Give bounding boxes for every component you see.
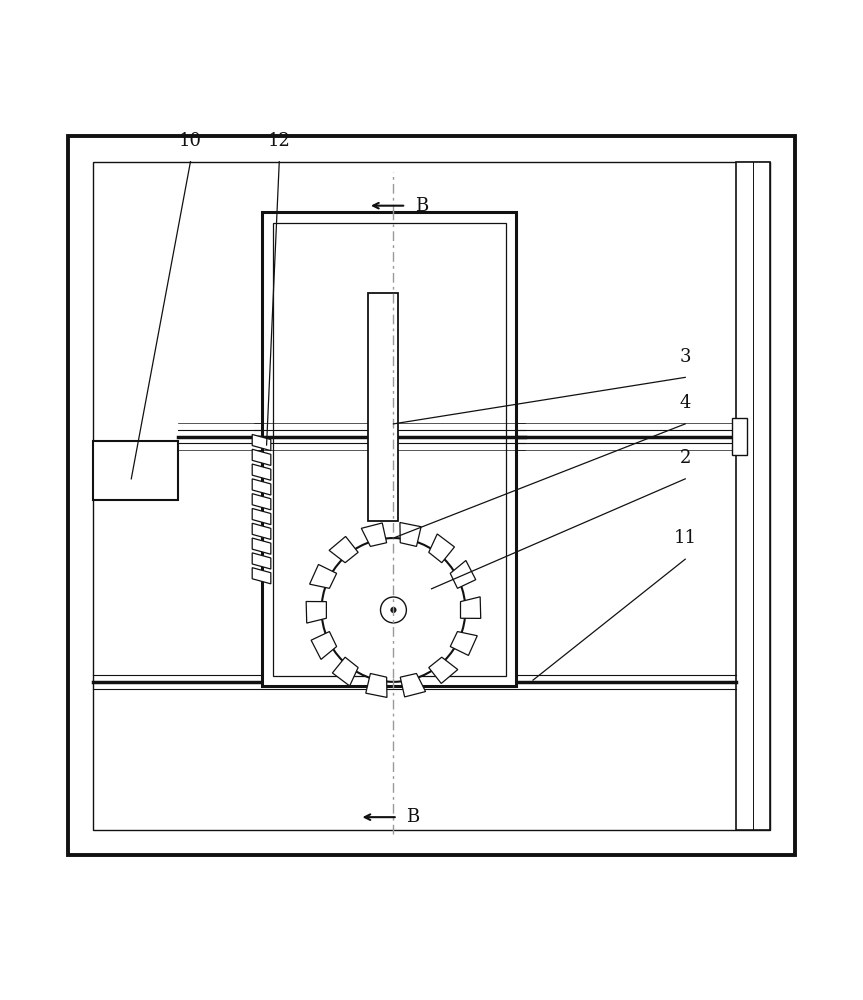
Polygon shape	[252, 464, 271, 480]
Polygon shape	[252, 434, 271, 451]
Polygon shape	[273, 223, 506, 676]
Text: B: B	[414, 197, 428, 215]
Polygon shape	[450, 632, 477, 655]
Polygon shape	[400, 522, 421, 546]
Circle shape	[381, 597, 406, 623]
Polygon shape	[429, 534, 455, 563]
Polygon shape	[252, 568, 271, 584]
Polygon shape	[429, 657, 457, 683]
Text: B: B	[406, 808, 419, 826]
Polygon shape	[362, 523, 387, 546]
Polygon shape	[252, 449, 271, 465]
Polygon shape	[736, 162, 770, 830]
Text: 10: 10	[179, 132, 202, 150]
Polygon shape	[310, 564, 337, 588]
Polygon shape	[252, 494, 271, 510]
Polygon shape	[93, 162, 770, 830]
Polygon shape	[306, 601, 326, 623]
Polygon shape	[252, 523, 271, 539]
Polygon shape	[252, 479, 271, 495]
Polygon shape	[329, 536, 358, 563]
Circle shape	[322, 538, 465, 682]
Polygon shape	[461, 597, 481, 618]
Polygon shape	[312, 632, 337, 659]
Polygon shape	[400, 673, 425, 697]
Polygon shape	[450, 560, 476, 588]
Text: 3: 3	[679, 348, 691, 366]
Polygon shape	[262, 212, 516, 686]
Circle shape	[391, 607, 396, 612]
Polygon shape	[93, 441, 178, 500]
Polygon shape	[368, 293, 398, 521]
Text: 11: 11	[674, 529, 696, 547]
Polygon shape	[252, 508, 271, 525]
Text: 4: 4	[679, 394, 691, 412]
Polygon shape	[732, 418, 747, 455]
Polygon shape	[332, 657, 358, 686]
Polygon shape	[252, 553, 271, 569]
Text: 12: 12	[268, 132, 291, 150]
Polygon shape	[366, 673, 387, 697]
Text: 2: 2	[679, 449, 691, 467]
Polygon shape	[68, 136, 795, 855]
Polygon shape	[252, 538, 271, 554]
